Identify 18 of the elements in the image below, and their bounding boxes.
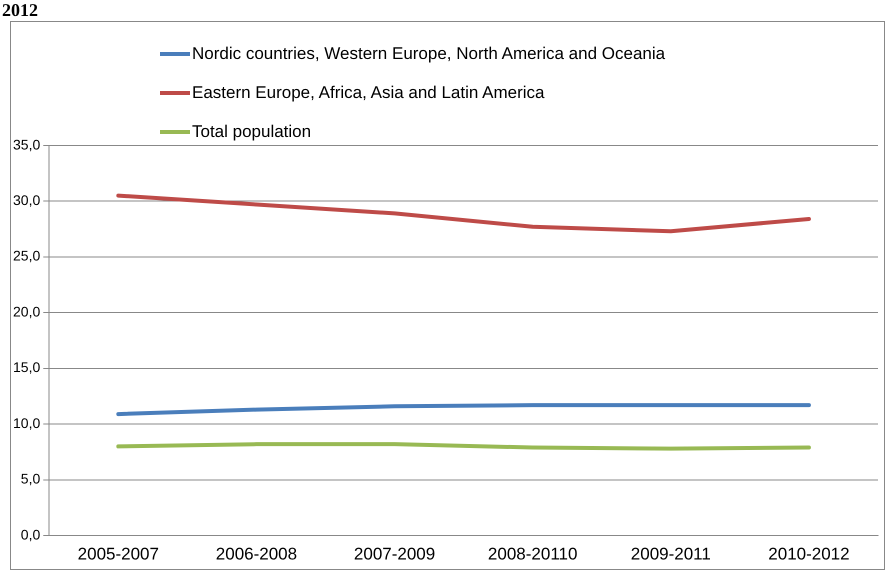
x-tick-label: 2008-20110 (488, 544, 578, 564)
chart-title: 2012 (2, 0, 38, 21)
x-tick-label: 2009-2011 (630, 544, 711, 564)
x-tick-label: 2006-2008 (216, 544, 298, 564)
legend-label: Eastern Europe, Africa, Asia and Latin America (192, 82, 544, 102)
x-tick-label: 2005-2007 (78, 544, 159, 564)
y-tick-label: 30,0 (13, 192, 40, 208)
legend-label: Nordic countries, Western Europe, North America and Oceania (192, 44, 666, 64)
x-tick-label: 2007-2009 (354, 544, 436, 564)
x-tick-label: 2010-2012 (768, 544, 850, 564)
y-tick-label: 25,0 (13, 248, 40, 264)
y-tick-label: 15,0 (13, 359, 40, 376)
y-tick-label: 0,0 (20, 526, 40, 542)
y-tick-label: 35,0 (13, 136, 40, 152)
legend-label: Total population (192, 122, 312, 142)
y-tick-label: 10,0 (13, 414, 40, 431)
y-tick-label: 5,0 (20, 470, 40, 487)
y-tick-label: 20,0 (13, 303, 40, 320)
